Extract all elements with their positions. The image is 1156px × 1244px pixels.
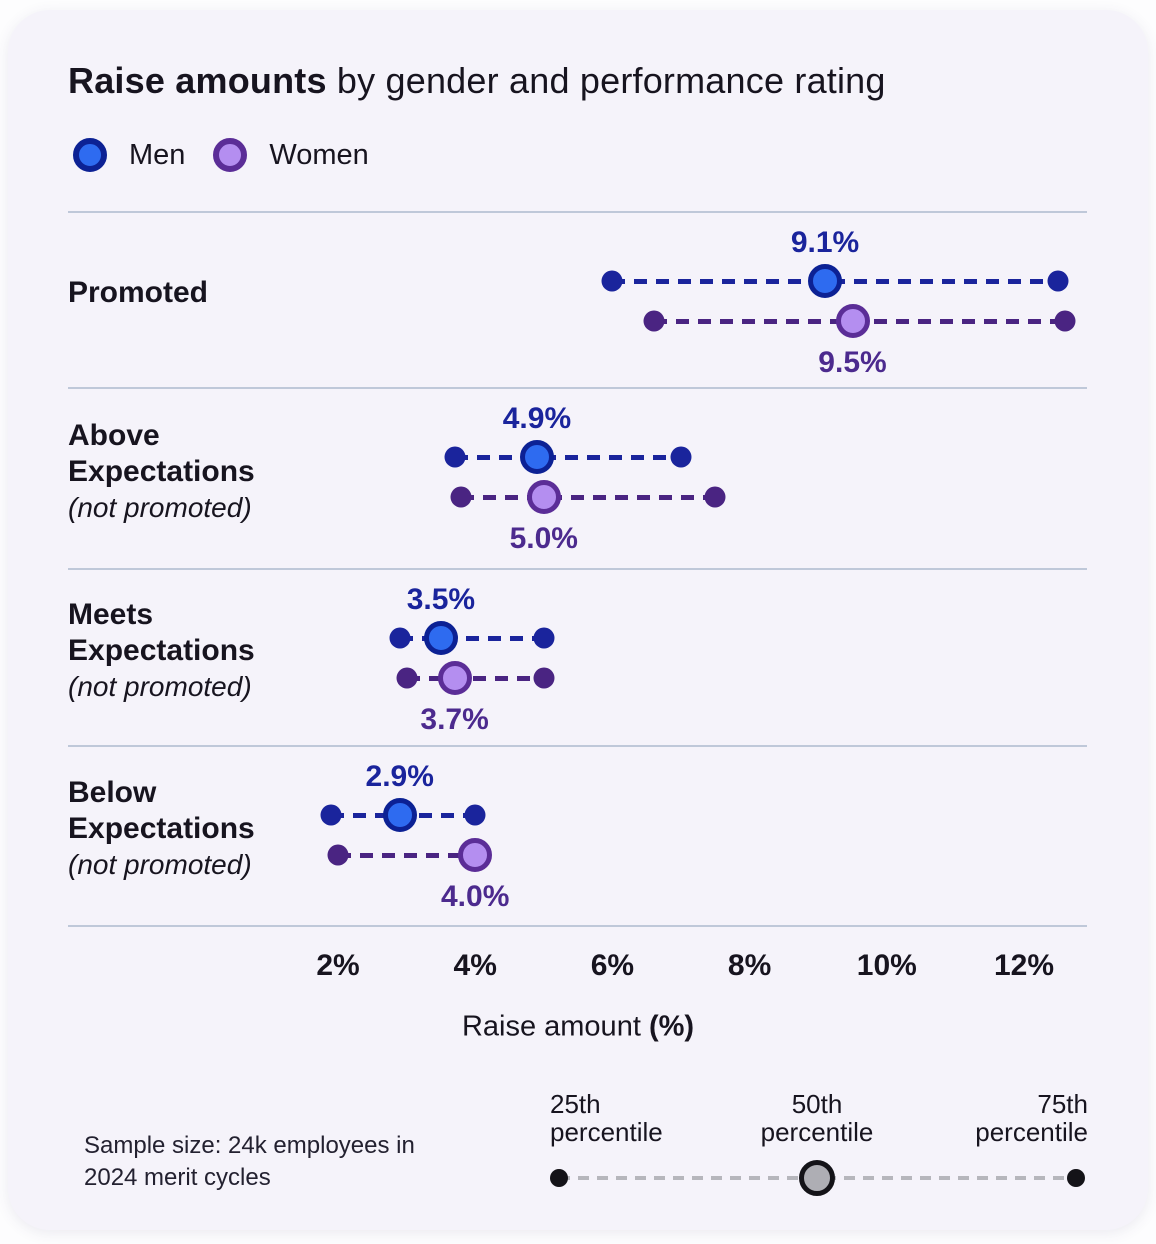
- chart-title: Raise amounts by gender and performance …: [68, 60, 886, 102]
- legend-item-women: Women: [213, 138, 369, 172]
- women-p25-dot: [450, 486, 472, 508]
- men-median-label: 3.5%: [406, 583, 476, 616]
- women-median-dot: [526, 480, 561, 514]
- category-label: Below Expectations: [68, 776, 255, 845]
- men-p75-dot: [670, 446, 692, 468]
- men-median-dot: [423, 621, 458, 655]
- men-p25-dot: [320, 804, 342, 826]
- category-label-block: Above Expectations (not promoted): [68, 387, 290, 568]
- women-range-line: [461, 494, 716, 500]
- sample-size-line2: 2024 merit cycles: [84, 1164, 271, 1191]
- men-range-line: [399, 635, 544, 641]
- x-tick: 10%: [856, 949, 917, 982]
- women-median-label: 9.5%: [818, 346, 887, 379]
- section-divider: [68, 925, 1087, 927]
- x-axis-title: Raise amount (%): [462, 1011, 694, 1044]
- men-median-label: 4.9%: [502, 402, 572, 435]
- men-p25-dot: [601, 270, 623, 292]
- category-label-block: Meets Expectations (not promoted): [68, 568, 290, 745]
- percentile-75-label: 75th percentile: [975, 1089, 1088, 1147]
- percentile-25-label: 25th percentile: [550, 1089, 663, 1147]
- women-series-swatch-icon: [213, 138, 248, 172]
- x-axis-title-unit: (%): [648, 1010, 695, 1043]
- x-axis-title-text: Raise amount: [461, 1010, 649, 1043]
- women-p75-dot: [704, 486, 726, 508]
- women-median-dot: [458, 838, 493, 872]
- legend-label-men: Men: [129, 138, 186, 171]
- section-divider: [68, 211, 1087, 213]
- men-p75-dot: [464, 804, 486, 826]
- chart-title-rest: by gender and performance rating: [326, 60, 886, 101]
- women-median-label: 4.0%: [440, 880, 510, 913]
- section-divider: [68, 387, 1087, 389]
- chart-card: [8, 10, 1148, 1230]
- men-series-swatch-icon: [73, 138, 107, 172]
- men-median-dot: [808, 264, 843, 298]
- category-sublabel: (not promoted): [68, 491, 252, 523]
- chart-title-emphasis: Raise amounts: [68, 60, 327, 101]
- category-sublabel: (not promoted): [68, 670, 252, 702]
- section-divider: [68, 568, 1087, 570]
- women-p75-dot: [533, 667, 555, 689]
- sample-size-line1: Sample size: 24k employees in: [84, 1132, 415, 1159]
- men-p25-dot: [389, 627, 411, 649]
- x-tick: 6%: [590, 949, 635, 982]
- sample-size-note: Sample size: 24k employees in 2024 merit…: [84, 1130, 415, 1194]
- women-range-line: [338, 852, 476, 858]
- x-tick: 2%: [316, 949, 360, 982]
- women-median-label: 3.7%: [420, 703, 489, 736]
- men-median-dot: [519, 440, 554, 474]
- men-median-dot: [382, 798, 417, 832]
- x-tick: 8%: [727, 949, 772, 982]
- women-p25-dot: [643, 310, 665, 332]
- women-range-line: [406, 675, 544, 681]
- women-p25-dot: [327, 844, 349, 866]
- legend-label-women: Women: [269, 138, 369, 171]
- category-label: Meets Expectations: [68, 597, 255, 667]
- men-median-label: 9.1%: [790, 226, 860, 259]
- category-label-block: Promoted: [68, 211, 290, 387]
- percentile-50-label: 50th percentile: [760, 1089, 874, 1147]
- percentile-75-dot-icon: [1067, 1169, 1085, 1187]
- men-p75-dot: [533, 627, 555, 649]
- men-range-line: [454, 454, 681, 460]
- women-median-dot: [835, 304, 870, 338]
- x-tick: 12%: [993, 949, 1055, 982]
- x-tick: 4%: [453, 949, 497, 982]
- men-p25-dot: [444, 446, 466, 468]
- men-p75-dot: [1047, 270, 1069, 292]
- category-sublabel: (not promoted): [68, 849, 252, 880]
- percentile-25-dot-icon: [550, 1169, 568, 1187]
- men-median-label: 2.9%: [365, 760, 434, 793]
- percentile-50-dot-icon: [799, 1160, 835, 1196]
- category-label-block: Below Expectations (not promoted): [68, 745, 290, 925]
- women-p75-dot: [1054, 310, 1076, 332]
- category-label: Above Expectations: [68, 418, 255, 488]
- legend-item-men: Men: [73, 138, 185, 172]
- section-divider: [68, 745, 1087, 747]
- women-median-dot: [437, 661, 472, 695]
- category-label: Promoted: [68, 276, 209, 309]
- women-p25-dot: [396, 667, 418, 689]
- series-legend: Men Women: [73, 138, 369, 172]
- women-median-label: 5.0%: [509, 522, 578, 555]
